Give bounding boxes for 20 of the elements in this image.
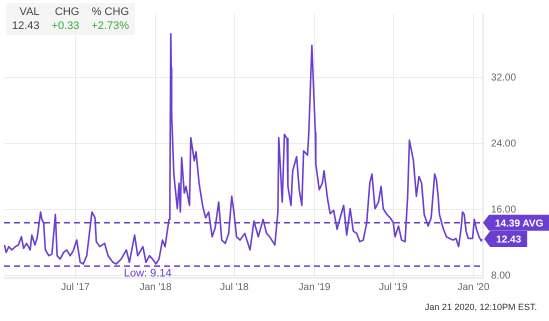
x-tick-label: Jul '17 <box>61 282 90 293</box>
annotation: +2.73% <box>91 19 129 33</box>
annotation: 12.43 <box>12 19 40 33</box>
text: Jan 21 2020, 12:10PM EST. <box>424 302 537 312</box>
annotation: +0.33 <box>52 19 80 33</box>
ref-line-label: Low: 9.14 <box>124 268 172 280</box>
annotation: 12.43 <box>496 234 522 246</box>
x-tick-label: Jan '20 <box>457 282 490 293</box>
ref-line-label: 14.39 AVG <box>495 218 544 230</box>
annotation: % CHG <box>91 5 129 19</box>
y-tick-label: 32.00 <box>491 72 516 84</box>
annotation: CHG <box>54 5 80 19</box>
y-tick-label: 8.00 <box>491 270 511 282</box>
annotation: VAL <box>18 5 40 19</box>
y-tick-label: 24.00 <box>491 138 516 150</box>
y-tick-label: 16.00 <box>491 204 516 216</box>
x-tick-label: Jan '19 <box>298 282 331 293</box>
x-tick-label: Jul '19 <box>379 282 408 293</box>
x-tick-label: Jan '18 <box>140 282 172 293</box>
x-tick-label: Jul '18 <box>220 282 250 293</box>
